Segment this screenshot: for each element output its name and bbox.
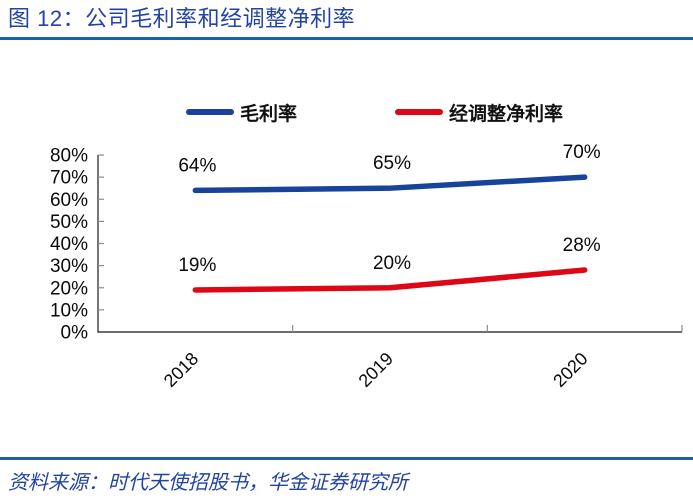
series-line-adjusted-net-margin — [192, 267, 588, 293]
series-line-gross-margin — [192, 174, 588, 194]
data-label: 28% — [563, 235, 601, 256]
y-axis-label: 0% — [61, 323, 89, 344]
legend-item-gross-margin: 毛利率 — [186, 99, 297, 126]
legend-swatch-blue-line-icon — [186, 109, 234, 115]
chart-legend: 毛利率 经调整净利率 — [186, 98, 563, 126]
x-axis-label: 2020 — [549, 349, 591, 391]
figure-title: 图 12：公司毛利率和经调整净利率 — [8, 6, 356, 31]
y-axis-label: 60% — [50, 190, 88, 211]
data-label: 64% — [178, 155, 216, 176]
data-label: 70% — [563, 142, 601, 163]
y-axis-label: 40% — [50, 234, 88, 255]
y-axis-label: 70% — [50, 168, 88, 189]
y-axis-label: 80% — [50, 146, 88, 167]
title-divider — [0, 37, 693, 40]
y-axis-label: 10% — [50, 300, 88, 321]
data-label: 20% — [373, 253, 411, 274]
footer-divider — [0, 457, 693, 460]
legend-swatch-red-line-icon — [395, 109, 444, 115]
legend-label-gross-margin: 毛利率 — [240, 103, 298, 125]
legend-item-adjusted-net-margin: 经调整净利率 — [395, 99, 563, 126]
data-label: 65% — [373, 153, 411, 174]
legend-label-adjusted-net-margin: 经调整净利率 — [449, 103, 564, 125]
y-axis-label: 30% — [50, 256, 88, 277]
x-axis-label: 2018 — [160, 349, 202, 391]
data-label: 19% — [178, 255, 216, 276]
y-axis-label: 20% — [50, 278, 88, 299]
y-axis-label: 50% — [50, 212, 88, 233]
x-axis-label: 2019 — [355, 349, 397, 391]
source-note: 资料来源：时代天使招股书，华金证券研究所 — [8, 472, 408, 494]
